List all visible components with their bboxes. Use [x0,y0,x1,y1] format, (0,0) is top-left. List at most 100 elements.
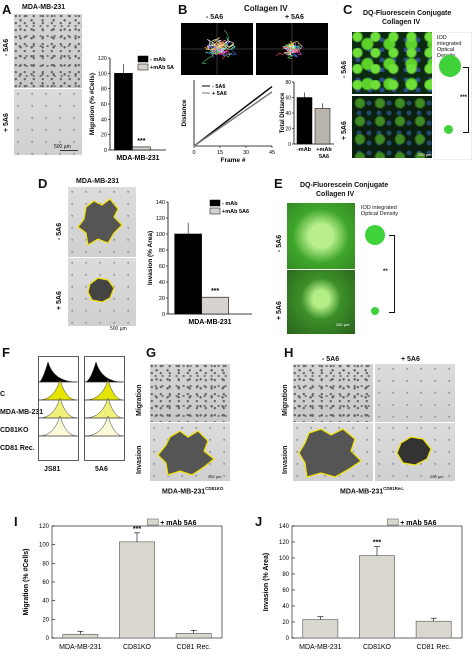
panel-j-bar-1 [359,555,395,639]
panel-b-left-track [204,45,218,51]
panel-d-ytick-label: 60 [159,264,165,270]
panel-h-image-tr [375,364,455,422]
panel-b-left-track [207,39,218,50]
panel-e-image-top [287,203,355,269]
panel-c-iod-circle-large [439,55,461,77]
panel-b-bar-1 [314,108,331,145]
panel-a-row-bottom: + 5A6 [3,113,10,132]
panel-d-ylabel: Invasion (% Area) [147,231,154,285]
panel-b-line-xtick-label: 0 [192,150,195,156]
track-plot-left [181,23,253,75]
panel-a-bar-0 [114,73,133,151]
panel-c-image-top [352,32,432,94]
panel-b-left-track [210,42,224,50]
panel-f-histogram-peak [38,361,78,383]
panel-c-row-bottom: + 5A6 [341,121,348,140]
panel-g-image-bottom [150,423,230,481]
panel-label-j: J [255,514,263,529]
panel-a-title: MDA-MB-231 [22,4,66,11]
panel-f-histogram-peak [84,415,124,437]
panel-i-ytick-label: 120 [39,524,50,530]
panel-j-annotation: *** [373,540,381,547]
panel-b-tracks-right [256,23,328,75]
panel-b-line-ylabel: Distance [181,99,188,126]
panel-g-row-top: Migration [136,384,143,417]
panel-b-left-track [215,40,223,50]
panel-d-bar-0 [174,233,202,315]
panel-g-scale-label: 250 µm [208,474,222,479]
panel-e-title-1: DQ-Fluorescein Conjugate [300,182,389,189]
panel-d-ytick-label: 100 [156,232,165,238]
panel-b-bar-ytick-label: 80 [285,80,291,86]
panel-i-category-1: CD81KO [123,644,152,651]
panel-h-caption: MDA-MB-231CD81Rec. [340,486,404,495]
panel-g-caption-sup: CD81KO [205,486,224,491]
panel-j-bar-2 [415,620,452,639]
panel-f-xlabel-1: JS81 [44,466,61,473]
panel-f-xlabel-2: 5A6 [95,466,108,473]
panel-f-histogram-peak [38,397,78,419]
panel-i-ytick-label: 40 [42,599,49,605]
panel-h-row-bottom: Invasion [282,445,289,474]
panel-j-bar-0 [302,619,339,639]
panel-b-line-xtick-label: 45 [269,150,275,156]
panel-i-ytick-label: 80 [42,561,49,567]
panel-h-caption-sup: CD81Rec. [383,486,405,491]
panel-i-bar-2 [175,633,212,639]
panel-a-image-bottom [14,89,82,155]
panel-b-line-series-0 [193,86,273,147]
panel-d-legend-swatch-1 [209,207,221,215]
panel-a-ytick-label: 120 [98,56,107,62]
panel-d-legend-swatch-0 [209,199,221,207]
panel-b-bar-ytick-label: 0 [288,142,291,148]
panel-d-ytick-label: 140 [156,200,165,206]
panel-h-invasion-outline-left [298,428,362,478]
panel-f-row-c: C [0,391,6,398]
panel-h-scale-label: 250 µm [430,474,444,479]
panel-d-legend-label-0: - mAb [222,201,238,207]
panel-j-ytick-label: 40 [282,604,289,610]
panel-b-line-legend-label-0: - 5A6 [212,84,225,90]
panel-h-image-br [375,423,455,481]
panel-f-histogram-peak [38,379,78,401]
panel-c-image-bottom [352,96,432,158]
panel-e-bracket [389,235,395,313]
panel-d-row-bottom: + 5A6 [56,291,63,310]
panel-i-ytick-label: 20 [42,617,49,623]
panel-b-col-left: - 5A6 [206,14,224,21]
panel-j-ytick-label: 100 [279,556,290,562]
panel-b-bar-category-1a: +mAb [316,147,332,153]
panel-j-ytick-label: 20 [282,620,289,626]
panel-label-f: F [2,345,10,360]
panel-b-left-track [211,37,220,50]
panel-d-image-bottom [68,258,136,326]
panel-j-ytick-label: 60 [282,588,289,594]
panel-b-right-track [288,45,295,50]
panel-h-image-bl [293,423,373,481]
panel-d-ytick-label: 80 [159,248,165,254]
panel-i-annotation: *** [133,526,141,533]
panel-a-ytick-label: 0 [104,148,107,154]
panel-a-ytick-label: 60 [101,102,107,108]
panel-e-iod-legend: IOD integrated Optical Density ** [359,203,399,331]
panel-i-ytick-label: 60 [42,580,49,586]
invasion-outline-bottom [87,277,115,303]
panel-e-row-top: - 5A6 [276,234,283,252]
panel-f-histogram-peak [84,361,124,383]
panel-a-ytick-label: 40 [101,117,107,123]
panel-h-row-top: Migration [282,384,289,417]
panel-h-caption-main: MDA-MB-231 [340,488,384,496]
panel-d-ytick-label: 20 [159,296,165,302]
panel-j-chart: 0 20 40 60 80 100 120 140 MDA-MB-231 CD81KO CD81 R… [263,518,463,651]
panel-a-xlabel: MDA-MB-231 [116,155,159,162]
panel-a-ytick-label: 80 [101,87,107,93]
panel-a-annotation: *** [137,138,145,145]
track-plot-right [256,23,328,75]
panel-b-title: Collagen IV [244,4,288,13]
panel-label-a: A [2,2,12,17]
panel-d-bar-1 [201,296,229,315]
panel-a-ylabel: Migration (% #Cells) [89,73,96,135]
panel-g-image-top [150,364,230,422]
panel-f-histogram-peak [38,415,78,437]
